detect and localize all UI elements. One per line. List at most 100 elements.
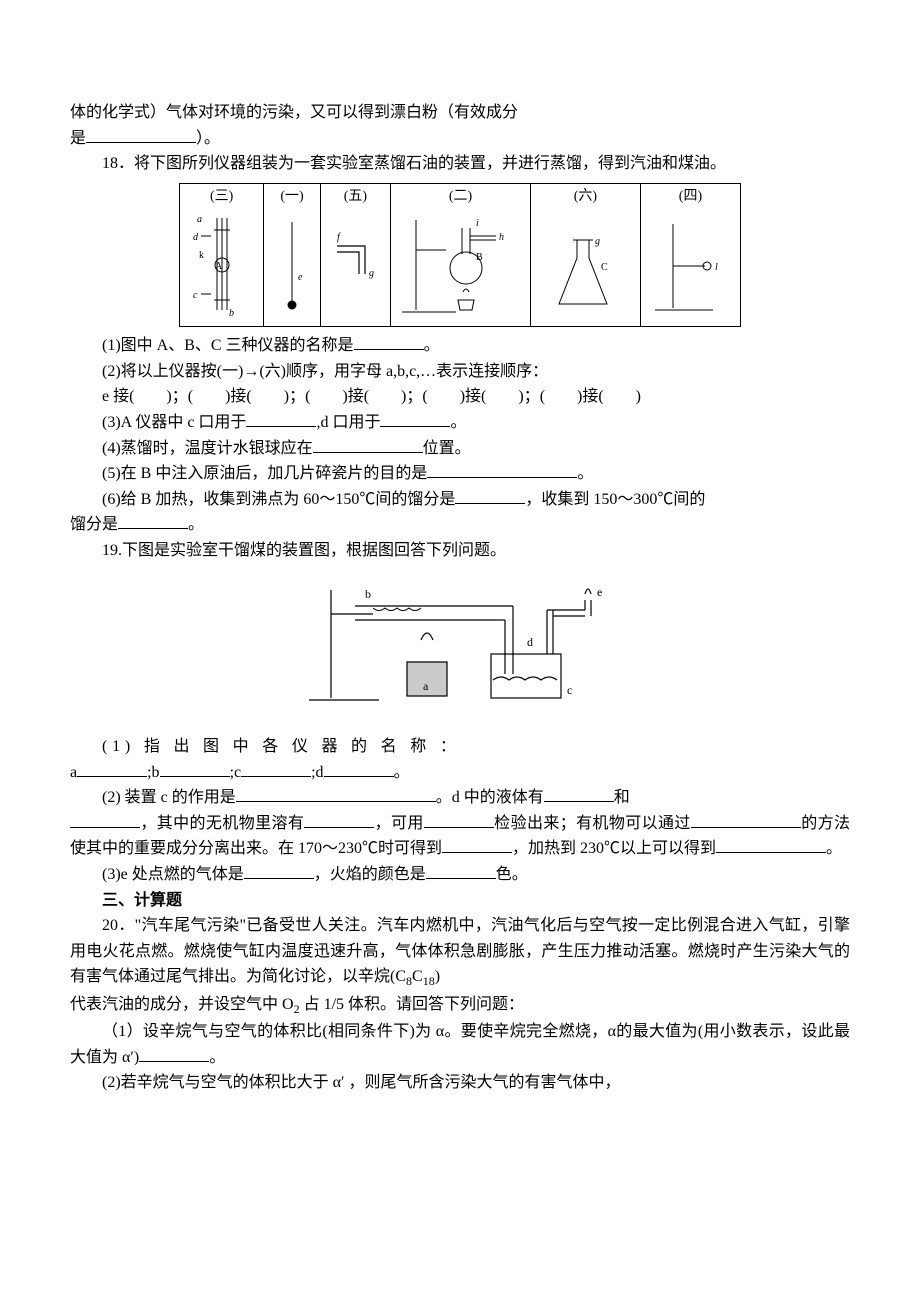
apparatus-label-1: (三) — [180, 186, 263, 208]
q18-sub3-b: ,d 口用于 — [316, 414, 380, 431]
q18-sub4-a: (4)蒸馏时，温度计水银球应在 — [102, 440, 313, 457]
q18-sub3-end: 。 — [450, 414, 466, 431]
svg-text:h: h — [499, 232, 504, 243]
blank-q19-2b — [544, 785, 614, 802]
q18-sub1-end: 。 — [424, 337, 440, 354]
svg-text:b: b — [229, 308, 234, 319]
svg-text:i: i — [476, 218, 479, 229]
svg-text:e: e — [298, 272, 303, 283]
q19-sub3: (3)e 处点燃的气体是 ，火焰的颜色是 色。 — [70, 862, 850, 888]
q20-title-mid: C — [412, 968, 423, 985]
section3-heading: 三、计算题 — [70, 888, 850, 914]
blank-q19-1b — [160, 760, 230, 777]
blank-q18-1 — [354, 333, 424, 350]
q20-line2: 代表汽油的成分，并设空气中 O2 占 1/5 体积。请回答下列问题： — [70, 992, 850, 1019]
q18-sub5: (5)在 B 中注入原油后，加几片碎瓷片的目的是。 — [70, 461, 850, 487]
blank-q18-5 — [427, 461, 577, 478]
q18-sub4-end: 位置。 — [423, 440, 471, 457]
svg-text:A: A — [215, 261, 223, 272]
q20-sub-18: 18 — [423, 975, 435, 989]
apparatus-cell-3: (五) f g — [321, 184, 391, 326]
svg-text:b: b — [365, 587, 371, 601]
conical-flask-icon: g C — [535, 210, 635, 320]
distillation-flask-icon: i h B — [396, 210, 526, 320]
blank-q20-1 — [139, 1045, 209, 1062]
blank-q19-2f — [691, 811, 801, 828]
q19-sub2-e: ，可用 — [374, 815, 424, 832]
q19-sub2-f: 检验出来；有机物可以通过 — [494, 815, 691, 832]
q19-sub2-h: ，加热到 230℃以上可以得到 — [512, 840, 716, 857]
q20-line2-a: 代表汽油的成分，并设空气中 O — [70, 996, 294, 1013]
blank-q19-2g — [442, 836, 512, 853]
svg-text:d: d — [193, 232, 199, 243]
intro-line2-prefix: 是 — [70, 130, 86, 147]
q18-title: 18．将下图所列仪器组装为一套实验室蒸馏石油的装置，并进行蒸馏，得到汽油和煤油。 — [70, 151, 850, 177]
q19-sub1-d: ;d — [311, 764, 323, 781]
q18-sub1-text: (1)图中 A、B、C 三种仪器的名称是 — [102, 337, 354, 354]
q19-sub2-end: 。 — [826, 840, 842, 857]
blank-q18-6c — [118, 512, 188, 529]
q20-title-b: ) — [435, 968, 440, 985]
q18-sub4: (4)蒸馏时，温度计水银球应在 位置。 — [70, 436, 850, 462]
q18-sub3: (3)A 仪器中 c 口用于 ,d 口用于 。 — [70, 410, 850, 436]
q18-sub6-a: (6)给 B 加热，收集到沸点为 60～150℃间的馏分是 — [102, 491, 455, 508]
blank-q19-2c — [70, 811, 140, 828]
svg-text:a: a — [197, 214, 202, 225]
q19-sub1-a: a — [70, 764, 77, 781]
q19-sub3-end: 色。 — [496, 866, 528, 883]
blank-intro — [86, 126, 196, 143]
q19-sub1: a ;b ;c ;d 。 — [70, 760, 850, 786]
apparatus-label-3: (五) — [321, 186, 390, 208]
q20-sub1: （1）设辛烷气与空气的体积比(相同条件下)为 α。要使辛烷完全燃烧，α的最大值为… — [70, 1019, 850, 1070]
blank-q19-2d — [304, 811, 374, 828]
q18-sub6c: 馏分是。 — [70, 512, 850, 538]
q19-sub3-b: ，火焰的颜色是 — [314, 866, 426, 883]
q19-sub2: (2) 装置 c 的作用是。d 中的液体有和 — [70, 785, 850, 811]
blank-q19-1d — [324, 760, 394, 777]
svg-text:g: g — [595, 236, 600, 247]
blank-q19-3a — [244, 862, 314, 879]
blank-q19-2e — [424, 811, 494, 828]
blank-q18-4 — [313, 436, 423, 453]
q18-figure: (三) a d c k A — [70, 183, 850, 327]
svg-text:g: g — [369, 268, 374, 279]
blank-q18-6a — [455, 487, 525, 504]
svg-text:f: f — [337, 232, 341, 243]
apparatus-row: (三) a d c k A — [179, 183, 741, 327]
svg-text:C: C — [601, 262, 608, 273]
q20-title: 20．"汽车尾气污染"已备受世人关注。汽车内燃机中，汽油气化后与空气按一定比例混… — [70, 913, 850, 992]
blank-q19-3b — [426, 862, 496, 879]
q19-sub1-end: 。 — [394, 764, 410, 781]
q18-sub2-line: e 接( )；( )接( )；( )接( )；( )接( )；( )接( ) — [70, 384, 850, 410]
q19-sub1-b: ;b — [147, 764, 159, 781]
q19-sub1-c: ;c — [230, 764, 242, 781]
q18-sub2: (2)将以上仪器按(一)→(六)顺序，用字母 a,b,c,…表示连接顺序： — [70, 359, 850, 385]
intro-line2: 是 ）。 — [70, 126, 850, 152]
blank-q19-1c — [241, 760, 311, 777]
q18-sub5-a: (5)在 B 中注入原油后，加几片碎瓷片的目的是 — [102, 465, 427, 482]
blank-q19-2a — [236, 785, 436, 802]
intro-line2-suffix: ）。 — [196, 130, 220, 147]
apparatus-label-6: (四) — [641, 186, 740, 208]
q19-sub1-lead: (1) 指 出 图 中 各 仪 器 的 名 称 ： — [70, 734, 850, 760]
intro-line1: 体的化学式）气体对环境的污染，又可以得到漂白粉（有效成分 — [70, 100, 850, 126]
blank-q19-2h — [716, 836, 826, 853]
svg-text:l: l — [715, 262, 718, 273]
apparatus-label-2: (一) — [264, 186, 320, 208]
svg-text:c: c — [193, 290, 198, 301]
blank-q18-3b — [380, 410, 450, 427]
q18-sub6-b: ，收集到 150～300℃间的 — [525, 491, 705, 508]
q19-sub3-a: (3)e 处点燃的气体是 — [102, 866, 244, 883]
q20-sub1-end: 。 — [209, 1049, 225, 1066]
apparatus-cell-2: (一) e — [264, 184, 321, 326]
q18-sub6-c: 馏分是 — [70, 516, 118, 533]
iron-stand-icon: l — [645, 210, 735, 320]
apparatus-cell-1: (三) a d c k A — [180, 184, 264, 326]
q19-sub2-b: 。d 中的液体有 — [436, 789, 544, 806]
q20-sub2: (2)若辛烷气与空气的体积比大于 α′ ，则尾气所含污染大气的有害气体中， — [70, 1070, 850, 1096]
q19-title: 19.下图是实验室干馏煤的装置图，根据图回答下列问题。 — [70, 538, 850, 564]
q19-figure: b a c d e — [70, 570, 850, 729]
apparatus-label-4: (二) — [391, 186, 530, 208]
q18-sub3-a: (3)A 仪器中 c 口用于 — [102, 414, 246, 431]
q19-sub2-d: ，其中的无机物里溶有 — [140, 815, 304, 832]
